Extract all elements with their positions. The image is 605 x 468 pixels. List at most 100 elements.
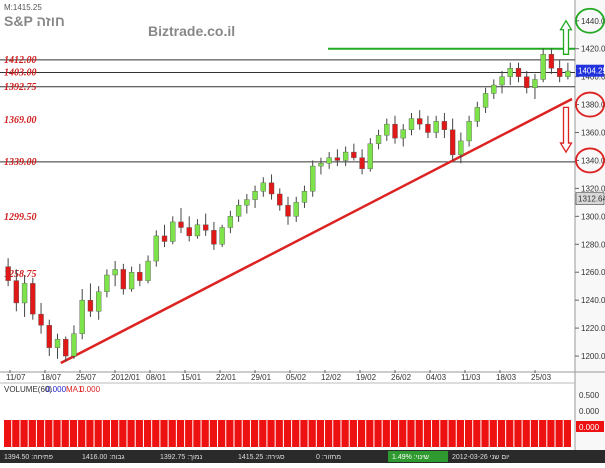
status-change: 1.49% :שינוי xyxy=(392,454,429,461)
support-trendline xyxy=(60,97,573,365)
current-price-label: 1404.25 xyxy=(578,67,605,76)
volume-bar xyxy=(86,420,94,447)
volume-bar xyxy=(555,420,563,447)
candle-body xyxy=(565,70,571,77)
candle-body xyxy=(153,235,159,262)
candle-body xyxy=(367,143,373,170)
candle-body xyxy=(54,339,61,348)
date-tick-label: 11/07 xyxy=(6,373,26,382)
volume-bar xyxy=(119,420,127,447)
volume-bar xyxy=(176,420,185,447)
candle-body xyxy=(384,123,390,136)
date-tick-label: 15/01 xyxy=(181,373,202,382)
date-tick-label: 2012/01 xyxy=(111,373,140,382)
volume-bar xyxy=(489,420,497,447)
site-watermark: Biztrade.co.il xyxy=(148,23,235,39)
volume-bar xyxy=(514,420,522,447)
price-axis-layer: 1200.00 1220.00 1240.00 1260.00 1280.00 1300.… xyxy=(575,17,605,361)
volume-bar xyxy=(382,420,390,447)
volume-bar xyxy=(234,420,242,447)
candle-body xyxy=(38,313,44,326)
volume-bar xyxy=(69,420,78,447)
candle-body xyxy=(548,54,555,69)
candle-body xyxy=(87,299,94,312)
volume-bar xyxy=(530,420,539,447)
volume-bar xyxy=(185,420,193,447)
candle-body xyxy=(466,121,472,142)
volume-bar xyxy=(275,420,283,447)
volume-ma-label: MA1 xyxy=(66,385,83,394)
secondary-price-label: 1312.64 xyxy=(578,195,605,204)
volume-bar xyxy=(267,420,275,447)
volume-bar xyxy=(209,420,218,447)
quote-label: M:1415.25 xyxy=(4,3,42,12)
volume-bar xyxy=(366,420,374,447)
candle-body xyxy=(375,135,382,144)
volume-bar xyxy=(390,420,399,447)
candle-body xyxy=(186,227,192,237)
candle-body xyxy=(293,202,299,217)
volume-axis-tick-top: 0.500 xyxy=(579,391,600,400)
volume-bar xyxy=(242,420,250,447)
volume-bar xyxy=(111,420,119,447)
volume-last-value-box xyxy=(576,421,604,432)
level-label: 1403.00 xyxy=(4,67,37,78)
annotations-layer xyxy=(559,7,605,174)
circled-level-marker xyxy=(575,91,605,118)
price-tick-label: 1320.00 xyxy=(581,184,605,193)
status-bar-item: 1394.50 :פתיחה xyxy=(4,454,53,461)
candle-body xyxy=(392,123,398,139)
volume-bar xyxy=(432,420,440,447)
volume-bar xyxy=(283,420,292,447)
candle-body xyxy=(203,224,209,231)
candle-body xyxy=(235,204,242,217)
status-bar-item: 1415.25 :סגירה xyxy=(238,454,285,461)
candle-body xyxy=(268,182,275,195)
candle-body xyxy=(342,151,349,161)
candle-body xyxy=(95,291,102,312)
candle-body xyxy=(161,235,168,242)
candle-body xyxy=(277,193,283,206)
date-tick-label: 11/03 xyxy=(461,373,481,382)
volume-bar xyxy=(102,420,111,447)
volume-bar xyxy=(135,420,143,447)
level-label: 1412.00 xyxy=(4,55,37,66)
volume-bar xyxy=(415,420,423,447)
trendline-layer xyxy=(60,97,573,365)
date-tick-label: 18/07 xyxy=(41,373,62,382)
volume-bar xyxy=(250,420,259,447)
volume-bar xyxy=(168,420,176,447)
volume-bar xyxy=(448,420,456,447)
volume-bar xyxy=(497,420,506,447)
volume-ma-value: 0.000 xyxy=(80,385,101,394)
price-tick-label: 1360.00 xyxy=(581,129,605,138)
volume-value: 0.000 xyxy=(46,385,67,394)
level-label: 1258.75 xyxy=(4,269,37,280)
volume-bar xyxy=(357,420,366,447)
volume-bar xyxy=(300,420,308,447)
level-label: 1339.00 xyxy=(4,157,37,168)
price-tick-label: 1280.00 xyxy=(581,240,605,249)
candle-body xyxy=(227,216,234,228)
price-tick-label: 1240.00 xyxy=(581,296,605,305)
volume-bar xyxy=(473,420,481,447)
status-bar-item: 1392.75 :נמוך xyxy=(160,454,203,461)
candle-body xyxy=(46,325,52,348)
volume-bar xyxy=(440,420,448,447)
candle-body xyxy=(433,121,439,133)
candle-body xyxy=(417,118,423,125)
date-tick-label: 25/03 xyxy=(531,373,552,382)
candle-body xyxy=(515,68,522,77)
volume-bar xyxy=(374,420,382,447)
candle-body xyxy=(170,221,176,242)
circled-level-marker xyxy=(575,147,605,174)
volume-bar xyxy=(45,420,53,447)
volume-bar xyxy=(259,420,267,447)
volume-bar xyxy=(522,420,530,447)
volume-bar xyxy=(201,420,209,447)
circled-level-marker xyxy=(575,7,605,34)
level-label: 1392.75 xyxy=(4,82,37,93)
